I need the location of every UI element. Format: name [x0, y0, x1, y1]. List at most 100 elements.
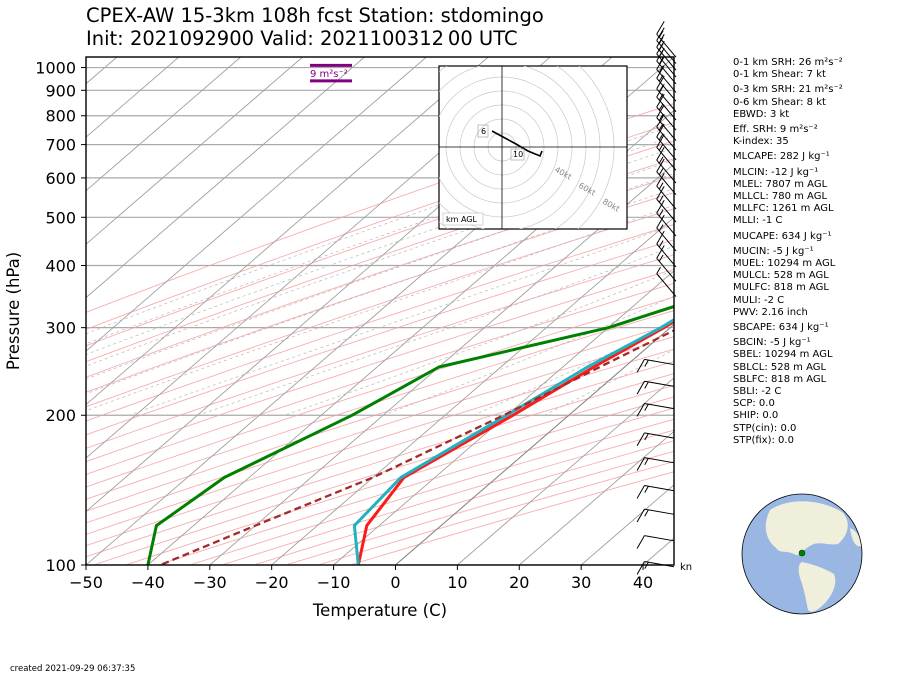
wind-barb-upper	[636, 535, 675, 549]
x-tick-label: 20	[509, 573, 529, 592]
hodograph-height-label: 6	[481, 127, 486, 136]
parcel-line	[159, 329, 674, 565]
parameter-line: MLEL: 7807 m AGL	[733, 178, 828, 190]
barb-units-label: kn	[680, 562, 692, 573]
parameter-line: 0-3 km SRH: 21 m²s⁻²	[733, 84, 843, 96]
parameter-line: MULI: -2 C	[733, 294, 785, 306]
station-marker	[798, 549, 806, 557]
hodograph-corner-label: km AGL	[446, 215, 478, 224]
x-tick-label: −50	[69, 573, 103, 592]
parameter-line: STP(cin): 0.0	[733, 422, 797, 434]
title-line-2: Init: 2021092900 Valid: 2021100312 00 UT…	[86, 27, 518, 50]
isotherm	[86, 57, 365, 299]
hodograph-height-label: 10	[513, 150, 523, 159]
parameter-line: MLLCL: 780 m AGL	[733, 191, 828, 203]
mixing-ratio-line	[882, 68, 906, 178]
dry-adiabat	[86, 254, 674, 449]
x-tick-label: 40	[633, 573, 653, 592]
parameter-line: MLCAPE: 282 J kg⁻¹	[733, 151, 830, 163]
y-tick-label: 400	[45, 256, 76, 275]
isotherm-zero	[395, 323, 674, 565]
title-line-1: CPEX-AW 15-3km 108h fcst Station: stdomi…	[86, 4, 544, 27]
wind-barb-lower	[656, 199, 677, 237]
wind-barb-upper	[636, 380, 675, 395]
sounding-parameters: 0-1 km SRH: 26 m²s⁻² 0-1 km Shear: 7 kt 0-…	[733, 57, 843, 447]
location-globe	[741, 493, 863, 615]
y-axis-label: Pressure (hPa)	[4, 252, 23, 370]
dry-adiabat	[86, 282, 674, 475]
parameter-line: MLLI: -1 C	[733, 215, 783, 227]
parameter-line: 0-1 km SRH: 26 m²s⁻²	[733, 57, 843, 68]
wind-barb-lower	[656, 266, 677, 297]
parameter-line: EBWD: 3 kt	[733, 108, 790, 120]
dry-adiabat	[86, 323, 674, 512]
x-tick-label: 10	[447, 573, 467, 592]
wind-barb-lower	[656, 21, 677, 58]
parameter-line: SBLCL: 528 m AGL	[733, 361, 827, 373]
y-tick-label: 1000	[35, 59, 76, 78]
moist-adiabat	[86, 188, 674, 395]
y-tick-label: 200	[45, 406, 76, 425]
hodograph-frame	[438, 65, 628, 230]
plot-frame	[85, 56, 675, 566]
isotherm	[86, 57, 489, 406]
wind-barb-lower	[656, 245, 677, 282]
parameter-line: MUCIN: -5 J kg⁻¹	[733, 245, 814, 257]
y-tick-label: 100	[45, 556, 76, 575]
x-tick-label: 30	[571, 573, 591, 592]
y-tick-label: 700	[45, 136, 76, 155]
y-tick-label: 500	[45, 208, 76, 227]
isotherm	[518, 430, 674, 565]
wind-barb-lower	[656, 172, 677, 210]
isotherm	[86, 57, 427, 352]
parameter-line: SBLFC: 818 m AGL	[733, 373, 827, 385]
parameter-line: 0-6 km Shear: 8 kt	[733, 96, 826, 108]
parameter-line: MULFC: 818 m AGL	[733, 282, 829, 294]
y-tick-label: 800	[45, 107, 76, 126]
moist-adiabat	[86, 135, 674, 345]
wind-barb-lower	[656, 147, 677, 184]
parameter-line: SBEL: 10294 m AGL	[733, 349, 833, 361]
dry-adiabat	[86, 208, 674, 408]
moist-adiabat	[284, 269, 674, 416]
x-tick-label: 0	[390, 573, 400, 592]
wind-barb-upper	[636, 508, 675, 523]
dry-adiabat	[86, 175, 674, 378]
x-tick-label: −20	[255, 573, 289, 592]
parameter-line: SBCIN: -5 J kg⁻¹	[733, 337, 811, 349]
parameter-line: Eff. SRH: 9 m²s⁻²	[733, 124, 818, 136]
wind-barb-upper	[636, 485, 675, 499]
wind-barb-upper	[636, 561, 675, 575]
isotherm	[333, 270, 674, 565]
moist-adiabat	[86, 205, 674, 412]
wind-barb-upper	[636, 358, 675, 373]
dewpoint-line	[146, 304, 674, 565]
wind-barb-lower	[656, 230, 677, 268]
dry-adiabat	[86, 224, 674, 422]
isotherm	[209, 163, 674, 565]
hodograph-trace	[491, 130, 543, 158]
parameter-line: 0-1 km Shear: 7 kt	[733, 69, 826, 81]
y-tick-label: 300	[45, 319, 76, 338]
srh-bar-label: 9 m²s⁻²	[310, 69, 348, 80]
wind-barb-upper	[636, 432, 675, 447]
moist-adiabat	[86, 173, 674, 380]
parameter-line: MLLFC: 1261 m AGL	[733, 203, 834, 215]
x-tick-label: −40	[131, 573, 165, 592]
wind-barb-lower	[656, 27, 677, 64]
y-tick-label: 900	[45, 81, 76, 100]
parameter-line: MLCIN: -12 J kg⁻¹	[733, 166, 819, 178]
isotherm	[271, 216, 674, 565]
isotherm	[86, 57, 242, 192]
isotherm	[147, 109, 674, 565]
parameter-line: SBLI: -2 C	[733, 386, 782, 398]
globe-land-north-america	[765, 501, 848, 556]
wetbulb-line	[352, 318, 674, 565]
dry-adiabat	[86, 192, 674, 393]
wind-barb-lower	[656, 214, 677, 252]
x-tick-label: −10	[317, 573, 351, 592]
wind-barb-upper	[636, 457, 675, 471]
wind-barb-lower	[656, 186, 677, 223]
